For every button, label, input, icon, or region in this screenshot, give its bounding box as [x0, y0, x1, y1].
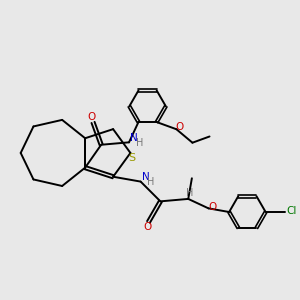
Text: H: H — [186, 188, 194, 198]
Text: O: O — [143, 222, 151, 232]
Text: O: O — [176, 122, 184, 133]
Text: N: N — [130, 133, 138, 143]
Text: Cl: Cl — [286, 206, 297, 216]
Text: N: N — [142, 172, 150, 182]
Text: H: H — [136, 139, 143, 148]
Text: S: S — [128, 153, 135, 163]
Text: O: O — [208, 202, 216, 212]
Text: O: O — [88, 112, 96, 122]
Text: H: H — [147, 177, 155, 187]
